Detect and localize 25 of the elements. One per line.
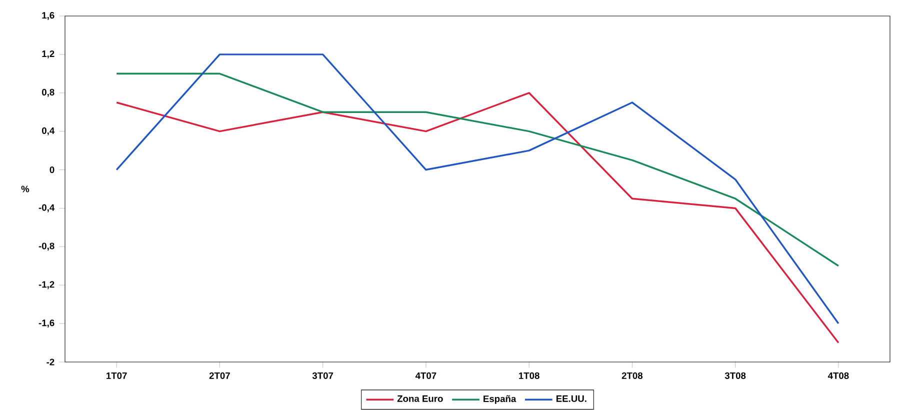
y-tick-label: -0,8 bbox=[38, 242, 54, 251]
y-tick-label: 0,4 bbox=[42, 127, 55, 136]
legend-label: España bbox=[484, 395, 516, 404]
x-tick-label: 4T08 bbox=[828, 372, 849, 379]
x-tick-label: 3T07 bbox=[312, 372, 334, 380]
y-tick-label: 0,8 bbox=[42, 88, 54, 97]
y-tick-label: 1,2 bbox=[42, 50, 54, 58]
y-tick-label: -2 bbox=[46, 358, 54, 366]
x-tick-label: 2T07 bbox=[209, 372, 230, 379]
x-tick-label: 1T08 bbox=[519, 372, 540, 379]
legend-label: Zona Euro bbox=[397, 395, 443, 402]
y-tick-label: 1,6 bbox=[42, 12, 54, 20]
y-axis-title: % bbox=[21, 186, 30, 192]
x-tick-label: 4T07 bbox=[415, 372, 436, 379]
y-tick-label: 0 bbox=[50, 166, 54, 174]
line-series bbox=[116, 92, 840, 344]
x-tick-label: 2T08 bbox=[622, 372, 643, 379]
legend-label: EE.UU. bbox=[556, 395, 586, 402]
y-tick-label: -1,2 bbox=[38, 281, 54, 290]
line-series bbox=[116, 54, 840, 324]
line-series bbox=[116, 72, 840, 267]
y-tick-label: -1,6 bbox=[38, 320, 54, 328]
x-tick-label: 1T07 bbox=[106, 372, 127, 379]
y-tick-label: -0,4 bbox=[38, 204, 55, 212]
x-tick-label: 3T08 bbox=[724, 372, 746, 380]
